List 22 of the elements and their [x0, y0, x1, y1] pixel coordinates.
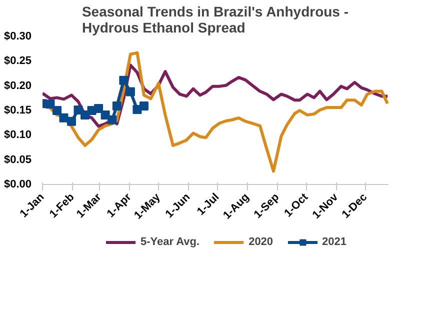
legend-label: 5-Year Avg.: [140, 235, 200, 249]
point: [66, 116, 76, 126]
point: [108, 115, 117, 124]
y-tick-label: $0.05: [4, 154, 32, 166]
point: [119, 76, 128, 85]
y-tick-label: $0.30: [4, 30, 32, 42]
point: [112, 102, 122, 111]
y-tick-label: $0.25: [4, 55, 32, 68]
point: [52, 106, 62, 115]
legend-label: 2020: [248, 235, 274, 249]
chart-title: Seasonal Trends in Brazil's Anhydrous - Hydrous Ethanol Spread: [82, 4, 349, 36]
point: [59, 113, 68, 122]
y-tick-label: $0.00: [4, 178, 32, 190]
point: [94, 104, 104, 114]
line-series: [42, 64, 388, 128]
y-tick-label: $0.15: [4, 104, 32, 116]
point: [139, 102, 148, 111]
legend-label: 2021: [322, 235, 347, 249]
y-tick-label: $0.10: [4, 129, 32, 142]
y-tick-label: $0.20: [4, 80, 32, 92]
point: [46, 100, 55, 109]
point: [126, 87, 135, 96]
